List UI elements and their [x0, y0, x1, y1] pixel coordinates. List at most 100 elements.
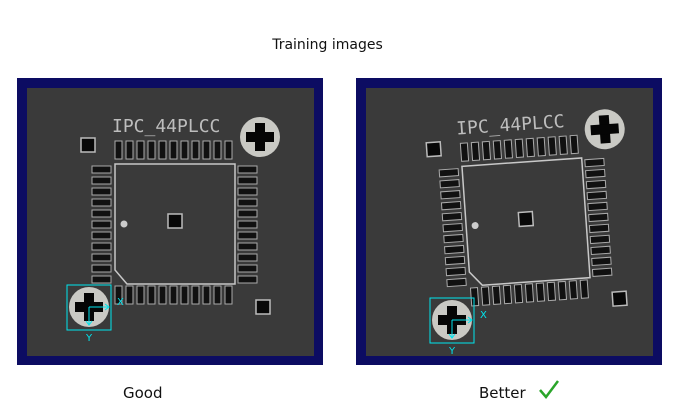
- pad: [213, 140, 222, 160]
- pad: [446, 277, 467, 288]
- fiducial-square: [425, 140, 442, 158]
- pcb-image: IPC_44PLCC X Y: [366, 88, 653, 356]
- pad: [91, 242, 112, 251]
- pad: [202, 140, 211, 160]
- pad: [547, 136, 557, 156]
- training-marker: [66, 284, 112, 331]
- pad: [445, 266, 467, 277]
- pad: [136, 285, 145, 305]
- pad: [524, 283, 535, 303]
- pad: [444, 255, 466, 266]
- caption-better: Better: [479, 384, 526, 402]
- pad: [440, 200, 462, 211]
- chip-outline: [114, 163, 236, 285]
- pad: [191, 140, 200, 160]
- pad: [492, 140, 503, 160]
- pad: [158, 285, 167, 305]
- pad: [213, 285, 222, 305]
- marker-box: [429, 297, 475, 344]
- pad: [136, 140, 145, 160]
- pcb-layout: IPC_44PLCC: [80, 116, 280, 315]
- fiducial-top-right: [240, 117, 280, 157]
- fiducial-square: [80, 137, 96, 153]
- marker-box: [66, 284, 112, 331]
- pad: [546, 281, 557, 302]
- pad: [585, 168, 606, 179]
- pad: [91, 253, 112, 262]
- pad: [459, 142, 470, 162]
- pad: [443, 233, 464, 244]
- dot: [120, 220, 128, 228]
- pad: [586, 190, 608, 201]
- pcb-layout: IPC_44PLCC: [425, 109, 628, 307]
- center-square: [517, 210, 535, 228]
- pad: [237, 209, 258, 218]
- pad: [503, 139, 514, 159]
- x-axis-label: X: [117, 297, 124, 308]
- pad: [237, 264, 258, 273]
- pad: [125, 285, 134, 305]
- pad: [91, 220, 112, 229]
- pad: [441, 211, 463, 222]
- x-axis-label: X: [480, 310, 487, 321]
- training-image-better: IPC_44PLCC X Y: [356, 78, 662, 365]
- pad: [180, 140, 189, 160]
- pad: [590, 245, 611, 256]
- pad: [588, 223, 610, 234]
- figure-title: Training images: [272, 37, 383, 53]
- pad: [535, 282, 546, 302]
- chip-label: IPC_44PLCC: [112, 116, 220, 137]
- pad: [91, 209, 112, 218]
- pad: [237, 242, 258, 251]
- pad: [169, 140, 178, 160]
- pad: [469, 287, 480, 307]
- pad: [237, 165, 258, 174]
- x-axis-arrow: [89, 303, 110, 311]
- pad: [439, 179, 460, 189]
- pad: [470, 141, 481, 162]
- pad: [237, 231, 258, 240]
- pad: [237, 187, 258, 196]
- dot: [471, 222, 479, 230]
- pad: [481, 140, 492, 161]
- pad: [91, 264, 112, 273]
- pad: [114, 140, 123, 160]
- pad: [202, 285, 211, 305]
- pad: [589, 234, 611, 245]
- fiducial-square: [611, 290, 628, 307]
- chip-outline: [461, 157, 591, 286]
- pad: [579, 279, 589, 299]
- pad: [91, 198, 112, 207]
- fiducial-top-right: [584, 109, 625, 150]
- y-axis-label: Y: [448, 346, 456, 356]
- pad: [591, 256, 612, 267]
- pad: [480, 286, 491, 306]
- pad: [440, 190, 461, 200]
- pad: [114, 285, 123, 305]
- pad: [587, 201, 608, 212]
- pad: [588, 212, 609, 223]
- y-axis-label: Y: [85, 333, 93, 344]
- pad: [525, 137, 535, 158]
- pad: [147, 140, 156, 160]
- pad: [191, 285, 200, 305]
- pad: [158, 140, 167, 160]
- y-axis-arrow: [448, 320, 456, 339]
- pad: [442, 222, 463, 233]
- pad: [438, 168, 460, 178]
- pad: [536, 136, 546, 157]
- pad: [584, 157, 605, 168]
- training-marker: [429, 297, 475, 344]
- pad: [568, 280, 579, 300]
- checkmark-icon: [539, 380, 559, 399]
- pad: [513, 283, 524, 304]
- pad: [569, 134, 579, 155]
- pad: [224, 285, 233, 305]
- pad: [125, 140, 134, 160]
- pad: [147, 285, 156, 305]
- training-image-good: IPC_44PLCC X Y: [17, 78, 323, 365]
- pad: [237, 198, 258, 207]
- pad: [91, 176, 112, 185]
- pad: [557, 280, 568, 301]
